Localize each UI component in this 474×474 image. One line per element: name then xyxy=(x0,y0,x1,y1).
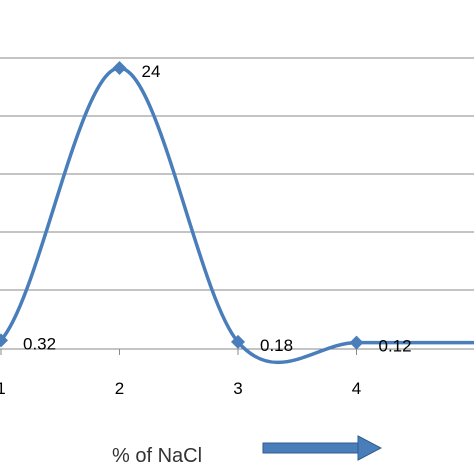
data-labels: 0.32 24 0.18 0.12 xyxy=(23,62,412,356)
x-tick-label-4: 4 xyxy=(352,379,361,398)
data-label-2: 24 xyxy=(142,62,161,81)
data-point-2 xyxy=(112,61,127,75)
data-point-3 xyxy=(231,334,245,349)
x-tick-labels: 1 2 3 4 xyxy=(0,379,361,398)
gridlines xyxy=(0,57,474,291)
x-tick-label-1: 1 xyxy=(0,379,6,398)
data-label-1: 0.32 xyxy=(23,334,56,353)
x-axis-ticks xyxy=(0,349,357,355)
data-label-4: 0.12 xyxy=(379,337,412,356)
x-axis-title: % of NaCl xyxy=(112,445,202,467)
data-point-4 xyxy=(349,335,364,350)
data-label-3: 0.18 xyxy=(260,336,293,355)
arrow-icon xyxy=(262,435,383,461)
x-tick-label-2: 2 xyxy=(115,379,124,398)
data-point-1 xyxy=(0,333,8,348)
x-tick-label-3: 3 xyxy=(233,379,242,398)
series-line xyxy=(0,66,474,365)
series-markers xyxy=(0,61,364,350)
